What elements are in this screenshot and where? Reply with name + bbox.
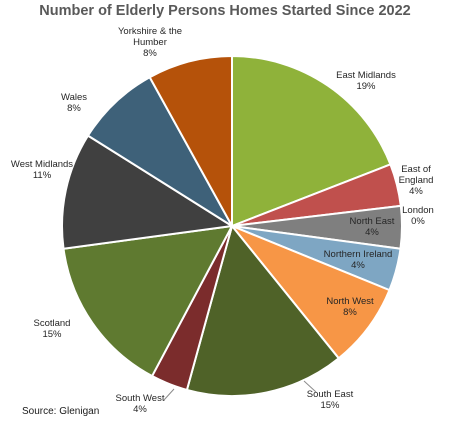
leader-line-south-west (163, 388, 175, 401)
data-label-south-east: South East 15% (307, 389, 354, 411)
data-label-east-of-england: East of England 4% (399, 164, 434, 197)
pie-slice-east-midlands (231, 54, 392, 228)
pie-slice-scotland (62, 224, 234, 378)
data-label-east-midlands: East Midlands 19% (336, 70, 396, 92)
chart-title: Number of Elderly Persons Homes Started … (39, 3, 411, 19)
data-label-north-west: North West 8% (326, 296, 374, 318)
data-label-north-east: North East 4% (350, 216, 395, 238)
data-label-west-midlands: West Midlands 11% (11, 159, 73, 181)
pie-slice-yorkshire-the-humber (148, 54, 233, 227)
data-label-yorkshire-the-humber: Yorkshire & the Humber 8% (118, 26, 182, 59)
data-label-northern-ireland: Northern Ireland 4% (324, 249, 393, 271)
data-label-london: London 0% (402, 205, 434, 227)
pie-slice-west-midlands (61, 134, 235, 250)
pie-slice-south-east (185, 223, 341, 397)
data-label-wales: Wales 8% (61, 92, 87, 114)
leader-line-south-east (303, 380, 317, 393)
data-label-scotland: Scotland 15% (34, 318, 71, 340)
source-note: Source: Glenigan (22, 406, 100, 417)
data-label-south-west: South West 4% (116, 393, 165, 415)
